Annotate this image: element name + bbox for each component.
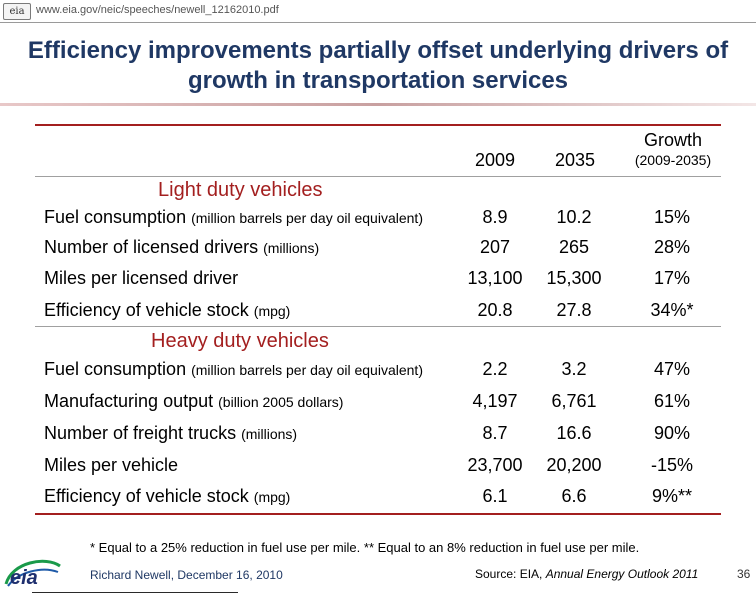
footnote: * Equal to a 25% reduction in fuel use p… [90,540,640,555]
section-rule [35,326,721,327]
title-line-2: growth in transportation services [187,67,569,94]
cell-growth: 15% [653,207,691,227]
cell-2009: 4,197 [472,391,518,411]
table-row-label: Number of licensed drivers (millions) [44,237,320,257]
cell-2009: 8.7 [482,423,508,443]
cell-growth: 28% [653,237,691,257]
cell-2009: 2.2 [482,359,508,379]
table-row-label: Miles per licensed driver [44,268,239,288]
column-header-growth-range: (2009-2035) [634,152,712,168]
cell-2035: 15,300 [546,268,602,288]
column-header-2009: 2009 [474,150,516,170]
title-line-1: Efficiency improvements partially offset… [27,37,729,64]
eia-favicon-icon: eia [3,3,31,20]
section-heading-heavy-duty: Heavy duty vehicles [151,330,329,352]
slide-title: Efficiency improvements partially offset… [0,36,756,96]
svg-text:eia: eia [10,567,38,589]
cell-2009: 13,100 [467,268,523,288]
cell-2035: 265 [558,237,590,257]
cell-2035: 27.8 [556,300,592,320]
cell-2009: 6.1 [482,486,508,506]
header-rule [35,176,721,177]
cell-2009: 20.8 [477,300,513,320]
eia-logo-icon: eia [4,559,61,589]
source-citation: Source: EIA, Annual Energy Outlook 2011 [475,567,699,581]
table-row-label: Fuel consumption (million barrels per da… [44,359,423,379]
cell-growth: -15% [650,455,694,475]
footer-rule [32,592,238,593]
cell-2035: 16.6 [556,423,592,443]
table-bottom-rule [35,513,721,515]
browser-address-bar: eia www.eia.gov/neic/speeches/newell_121… [0,0,756,23]
column-header-2035: 2035 [554,150,596,170]
table-row-label: Efficiency of vehicle stock (mpg) [44,486,291,506]
cell-2035: 10.2 [556,207,592,227]
page-number: 36 [737,567,751,581]
section-heading-light-duty: Light duty vehicles [158,179,323,201]
table-row-label: Fuel consumption (million barrels per da… [44,207,423,227]
cell-2009: 23,700 [467,455,523,475]
cell-2035: 6.6 [561,486,587,506]
title-divider [0,103,756,106]
cell-2035: 20,200 [546,455,602,475]
table-row-label: Manufacturing output (billion 2005 dolla… [44,391,344,411]
cell-2035: 6,761 [551,391,597,411]
table-row-label: Efficiency of vehicle stock (mpg) [44,300,291,320]
cell-growth: 47% [653,359,691,379]
cell-growth: 17% [653,268,691,288]
cell-2035: 3.2 [561,359,587,379]
table-row-label: Number of freight trucks (millions) [44,423,298,443]
cell-growth: 61% [653,391,691,411]
cell-growth: 9%** [651,486,693,506]
cell-growth: 34%* [650,300,694,320]
table-top-rule [35,124,721,126]
column-header-growth: Growth [643,130,703,150]
presenter-info: Richard Newell, December 16, 2010 [90,568,283,582]
cell-2009: 8.9 [482,207,508,227]
page-url[interactable]: www.eia.gov/neic/speeches/newell_1216201… [36,4,279,16]
cell-growth: 90% [653,423,691,443]
cell-2009: 207 [479,237,511,257]
table-row-label: Miles per vehicle [44,455,179,475]
